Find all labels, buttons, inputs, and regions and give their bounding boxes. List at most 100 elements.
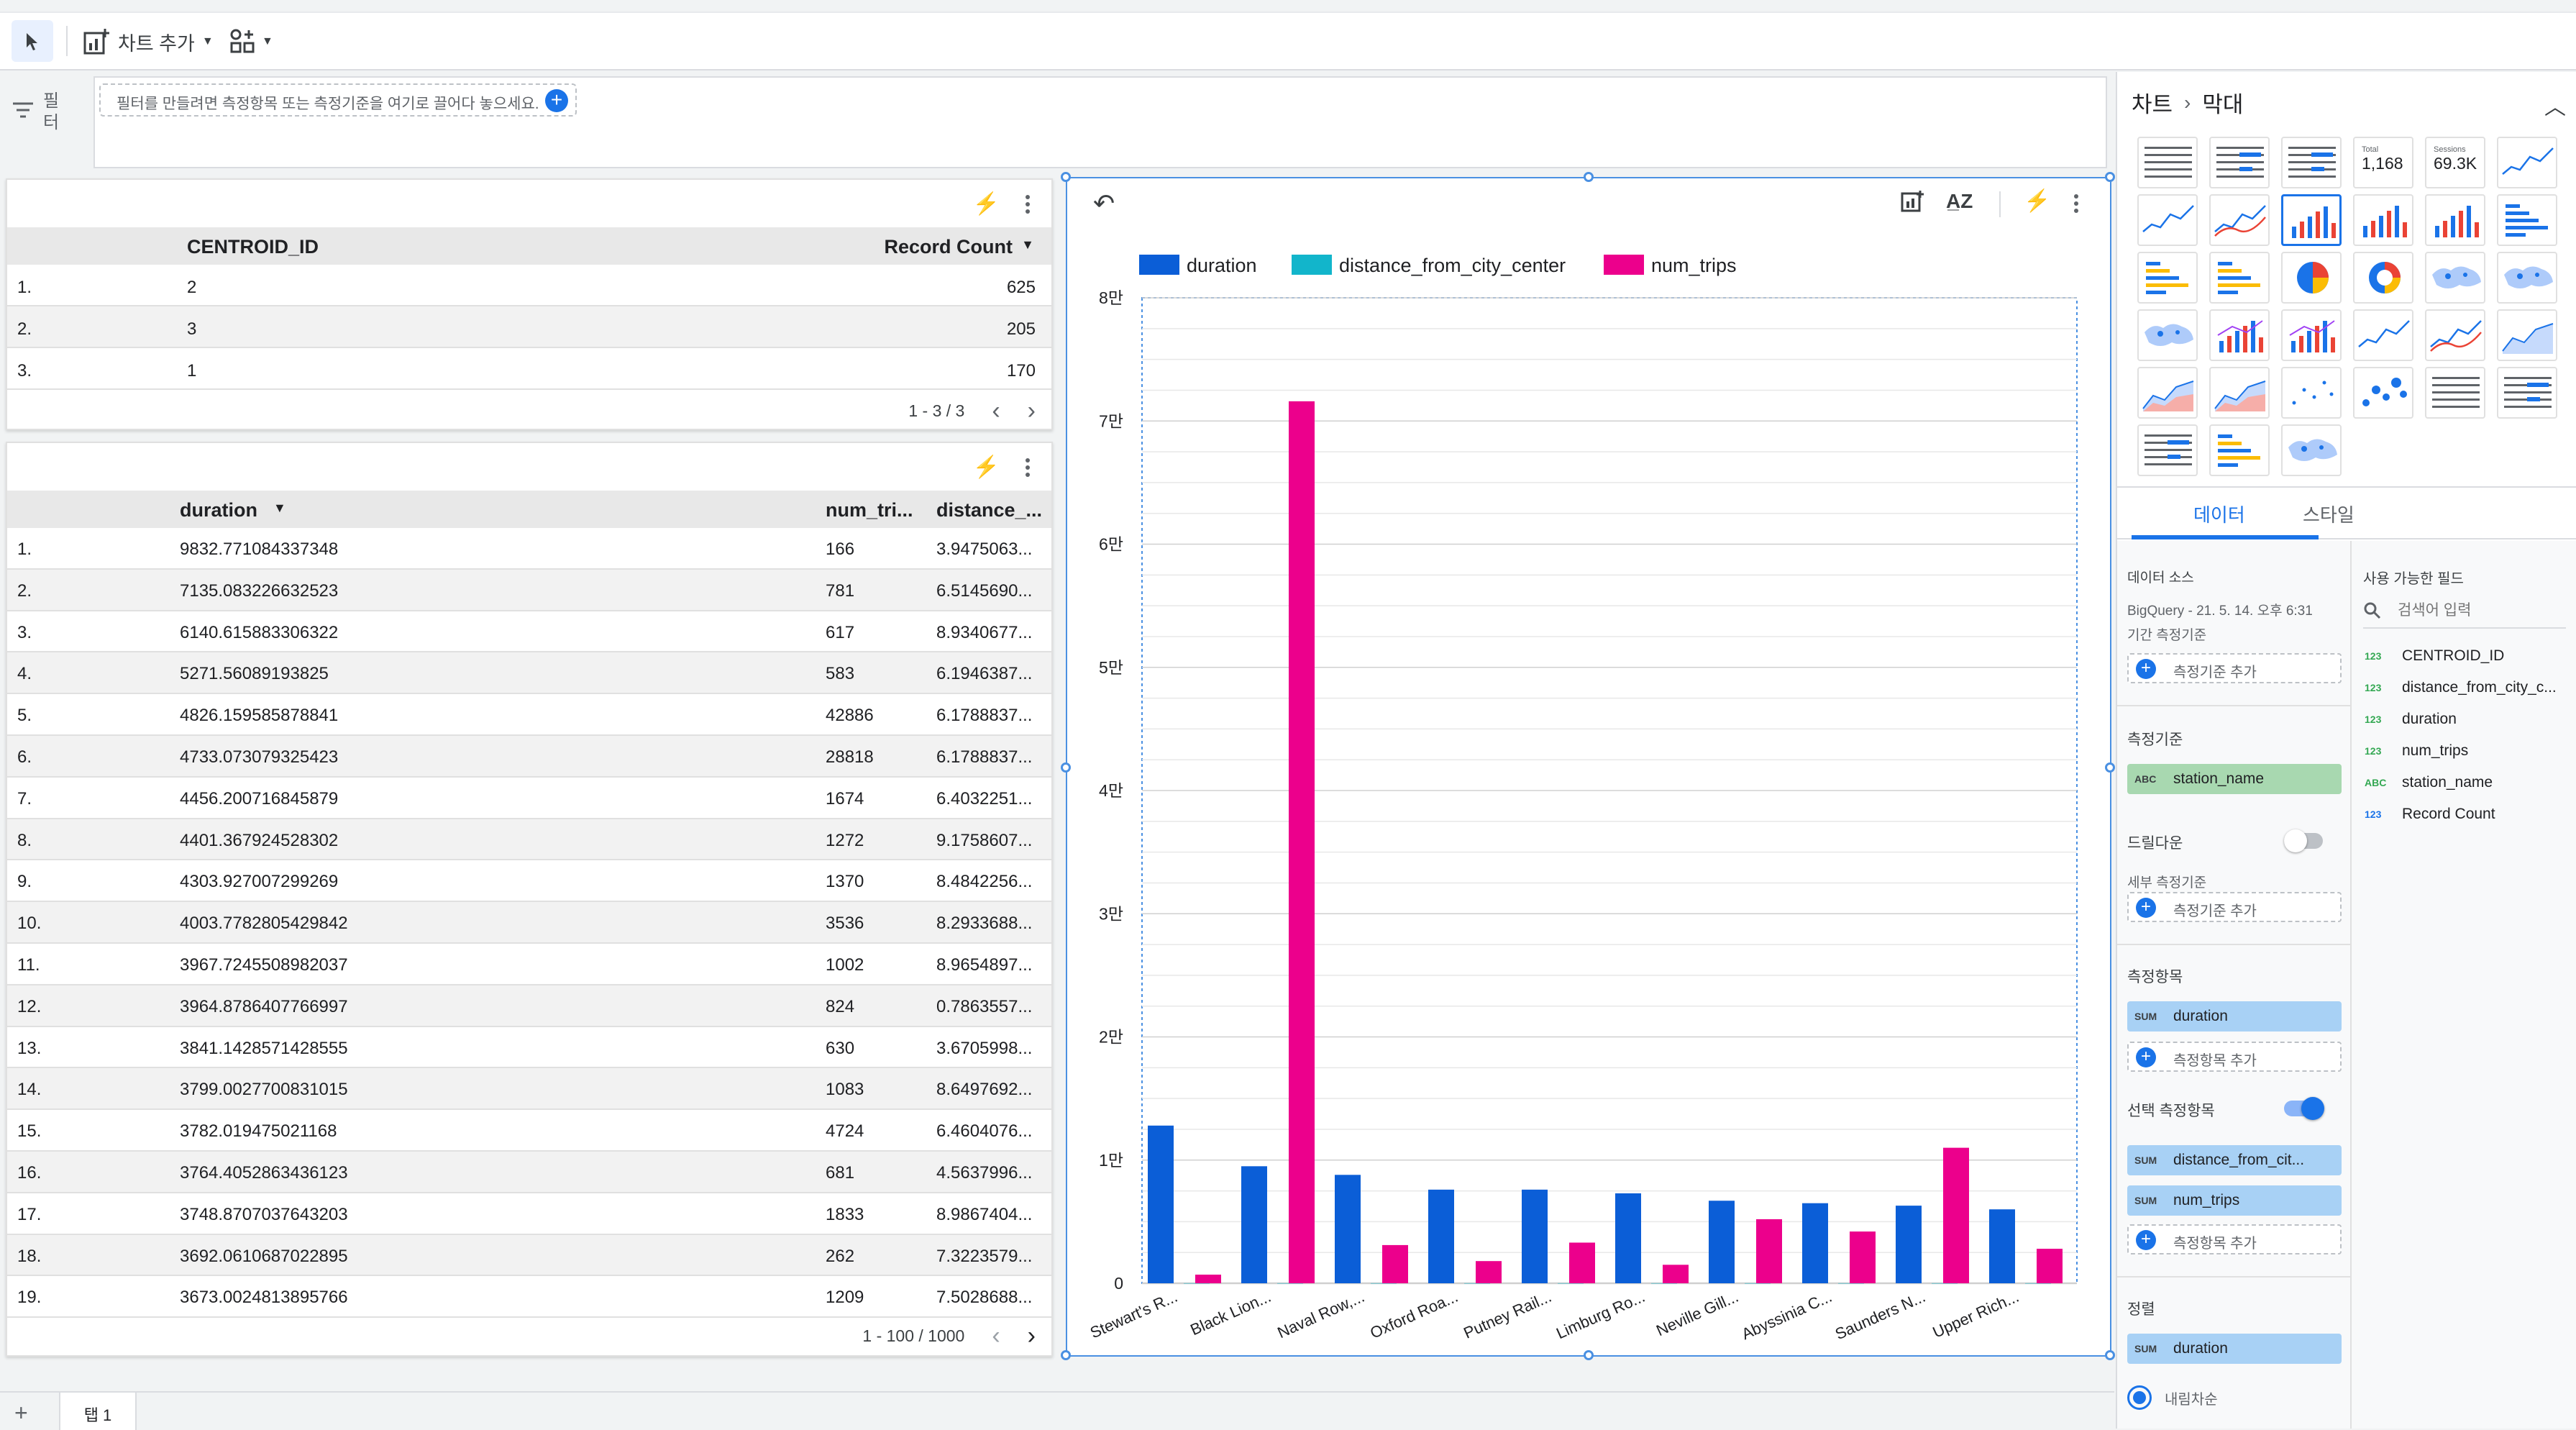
column-header-centroid[interactable]: CENTROID_ID: [187, 236, 319, 258]
geo-map-icon[interactable]: [2425, 252, 2485, 304]
geo-map-filled-icon[interactable]: [2497, 252, 2557, 304]
table-heatmap-icon[interactable]: [2281, 137, 2342, 188]
field-item[interactable]: ABC station_name: [2365, 774, 2493, 791]
pie-icon[interactable]: [2281, 252, 2342, 304]
add-date-dimension[interactable]: + 측정기준 추가: [2127, 653, 2342, 683]
bubble-icon[interactable]: [2353, 367, 2413, 419]
field-item[interactable]: 123 CENTROID_ID: [2365, 647, 2504, 665]
more-vert-icon[interactable]: [2074, 194, 2078, 213]
resize-handle[interactable]: [1061, 172, 1071, 182]
filter-drop-area[interactable]: 필터를 만들려면 측정항목 또는 측정기준을 여기로 끌어다 놓으세요. +: [93, 76, 2107, 168]
stacked-area-icon[interactable]: [2137, 367, 2198, 419]
scorecard-compact-icon[interactable]: Sessions 69.3K: [2425, 137, 2485, 188]
page-tab[interactable]: 탭 1: [59, 1393, 137, 1430]
table-row[interactable]: 4. 5271.56089193825 583 6.1946387...: [7, 652, 1051, 695]
stacked-column-icon[interactable]: [2353, 194, 2413, 246]
add-control-button[interactable]: ▼: [229, 23, 273, 60]
100-area-icon[interactable]: [2209, 367, 2270, 419]
sort-az-icon[interactable]: A̲Z: [1946, 190, 1973, 212]
drilldown-toggle[interactable]: [2284, 829, 2323, 852]
table-row[interactable]: 2. 3 205: [7, 306, 1051, 348]
table-bars-icon[interactable]: [2209, 137, 2270, 188]
table-row[interactable]: 17. 3748.8707037643203 1833 8.9867404...: [7, 1193, 1051, 1235]
add-breakdown-dimension[interactable]: + 측정기준 추가: [2127, 892, 2342, 922]
chevron-right-icon[interactable]: ›: [1027, 397, 1036, 424]
table-row[interactable]: 10. 4003.7782805429842 3536 8.2933688...: [7, 902, 1051, 944]
column-icon[interactable]: [2281, 194, 2342, 246]
table-row[interactable]: 6. 4733.073079325423 28818 6.1788837...: [7, 736, 1051, 778]
metric-chip[interactable]: SUM duration: [2127, 1001, 2342, 1031]
donut-icon[interactable]: [2353, 252, 2413, 304]
pivot-table-icon[interactable]: [2425, 367, 2485, 419]
timeseries-icon[interactable]: [2497, 137, 2557, 188]
add-optional-metric[interactable]: + 측정항목 추가: [2127, 1224, 2342, 1254]
column-header-record-count[interactable]: Record Count: [884, 236, 1013, 258]
table-row[interactable]: 13. 3841.1428571428555 630 3.6705998...: [7, 1027, 1051, 1069]
data-source-value[interactable]: BigQuery - 21. 5. 14. 오후 6:31: [2127, 604, 2313, 619]
sort-chip[interactable]: SUM duration: [2127, 1334, 2342, 1364]
resize-handle[interactable]: [1061, 1350, 1071, 1360]
breadcrumb-root[interactable]: 차트: [2132, 92, 2173, 117]
stacked-combo-icon[interactable]: [2281, 309, 2342, 361]
optional-metric-chip[interactable]: SUM distance_from_cit...: [2127, 1145, 2342, 1175]
bar-icon[interactable]: [2497, 194, 2557, 246]
field-search[interactable]: [2363, 594, 2566, 629]
bolt-icon[interactable]: ⚡: [2024, 189, 2051, 213]
table-row[interactable]: 15. 3782.019475021168 4724 6.4604076...: [7, 1110, 1051, 1152]
chevron-up-icon[interactable]: ︿: [2544, 96, 2566, 119]
combo-chart-icon[interactable]: [2209, 309, 2270, 361]
treemap-icon[interactable]: [2281, 424, 2342, 476]
chart-type-icon[interactable]: [1900, 190, 1924, 214]
add-chart-button[interactable]: 차트 추가 ▼: [82, 23, 214, 60]
filter-drop-zone[interactable]: 필터를 만들려면 측정항목 또는 측정기준을 여기로 끌어다 놓으세요. +: [99, 83, 577, 117]
centroid-table[interactable]: ⚡ CENTROID_ID Record Count ▼ 1. 2 625 2. 3 20…: [6, 178, 1053, 430]
field-item[interactable]: 123 duration: [2365, 711, 2457, 728]
table-row[interactable]: 5. 4826.159585878841 42886 6.1788837...: [7, 694, 1051, 736]
resize-handle[interactable]: [1584, 1350, 1594, 1360]
table-row[interactable]: 1. 9832.771084337348 166 3.9475063...: [7, 528, 1051, 570]
sparkline-icon[interactable]: [2137, 194, 2198, 246]
100-stacked-column-icon[interactable]: [2425, 194, 2485, 246]
tab-style[interactable]: 스타일: [2303, 504, 2355, 526]
table-row[interactable]: 16. 3764.4052863436123 681 4.5637996...: [7, 1152, 1051, 1193]
table-icon[interactable]: [2137, 137, 2198, 188]
table-row[interactable]: 19. 3673.0024813895766 1209 7.5028688...: [7, 1276, 1051, 1319]
sort-desc-icon[interactable]: ▼: [1021, 237, 1034, 252]
area-icon[interactable]: [2497, 309, 2557, 361]
dimension-chip[interactable]: ABC station_name: [2127, 764, 2342, 794]
stacked-bar-icon[interactable]: [2137, 252, 2198, 304]
more-vert-icon[interactable]: [1026, 457, 1030, 477]
add-filter-icon[interactable]: +: [545, 89, 568, 112]
field-search-input[interactable]: [2398, 602, 2541, 619]
undo-icon[interactable]: ↶: [1093, 188, 1115, 218]
field-item[interactable]: 123 num_trips: [2365, 742, 2468, 760]
field-item[interactable]: 123 distance_from_city_c...: [2365, 679, 2557, 696]
bullet-icon[interactable]: [2209, 424, 2270, 476]
table-row[interactable]: 3. 6140.615883306322 617 8.9340677...: [7, 611, 1051, 653]
table-row[interactable]: 9. 4303.927007299269 1370 8.4842256...: [7, 860, 1051, 903]
add-page-button[interactable]: +: [14, 1400, 28, 1426]
table-row[interactable]: 14. 3799.0027700831015 1083 8.6497692...: [7, 1068, 1051, 1111]
bolt-icon[interactable]: ⚡: [972, 455, 1000, 479]
tab-data[interactable]: 데이터: [2193, 504, 2245, 526]
smoothed-line-icon[interactable]: [2209, 194, 2270, 246]
smooth-line-chart-icon[interactable]: [2425, 309, 2485, 361]
column-header-distance[interactable]: distance_...: [936, 499, 1043, 521]
table-row[interactable]: 1. 2 625: [7, 265, 1051, 306]
sort-descending-radio[interactable]: 내림차순: [2127, 1385, 2218, 1410]
cursor-arrow-icon[interactable]: [12, 20, 53, 62]
table-row[interactable]: 7. 4456.200716845879 1674 6.4032251...: [7, 778, 1051, 819]
add-metric[interactable]: + 측정항목 추가: [2127, 1042, 2342, 1072]
resize-handle[interactable]: [2105, 172, 2115, 182]
column-header-num-trips[interactable]: num_tri...: [826, 499, 913, 521]
bolt-icon[interactable]: ⚡: [972, 192, 1000, 216]
optional-metrics-toggle[interactable]: [2284, 1097, 2324, 1120]
column-header-duration[interactable]: duration: [180, 499, 257, 521]
field-item[interactable]: 123 Record Count: [2365, 806, 2495, 823]
scorecard-icon[interactable]: Total 1,168: [2353, 137, 2413, 188]
duration-table[interactable]: ⚡ duration ▼ num_tri... distance_... 1. 9…: [6, 442, 1053, 1357]
more-vert-icon[interactable]: [1026, 194, 1030, 214]
resize-handle[interactable]: [2105, 762, 2115, 773]
pivot-bars-icon[interactable]: [2137, 424, 2198, 476]
pivot-heatmap-icon[interactable]: [2497, 367, 2557, 419]
